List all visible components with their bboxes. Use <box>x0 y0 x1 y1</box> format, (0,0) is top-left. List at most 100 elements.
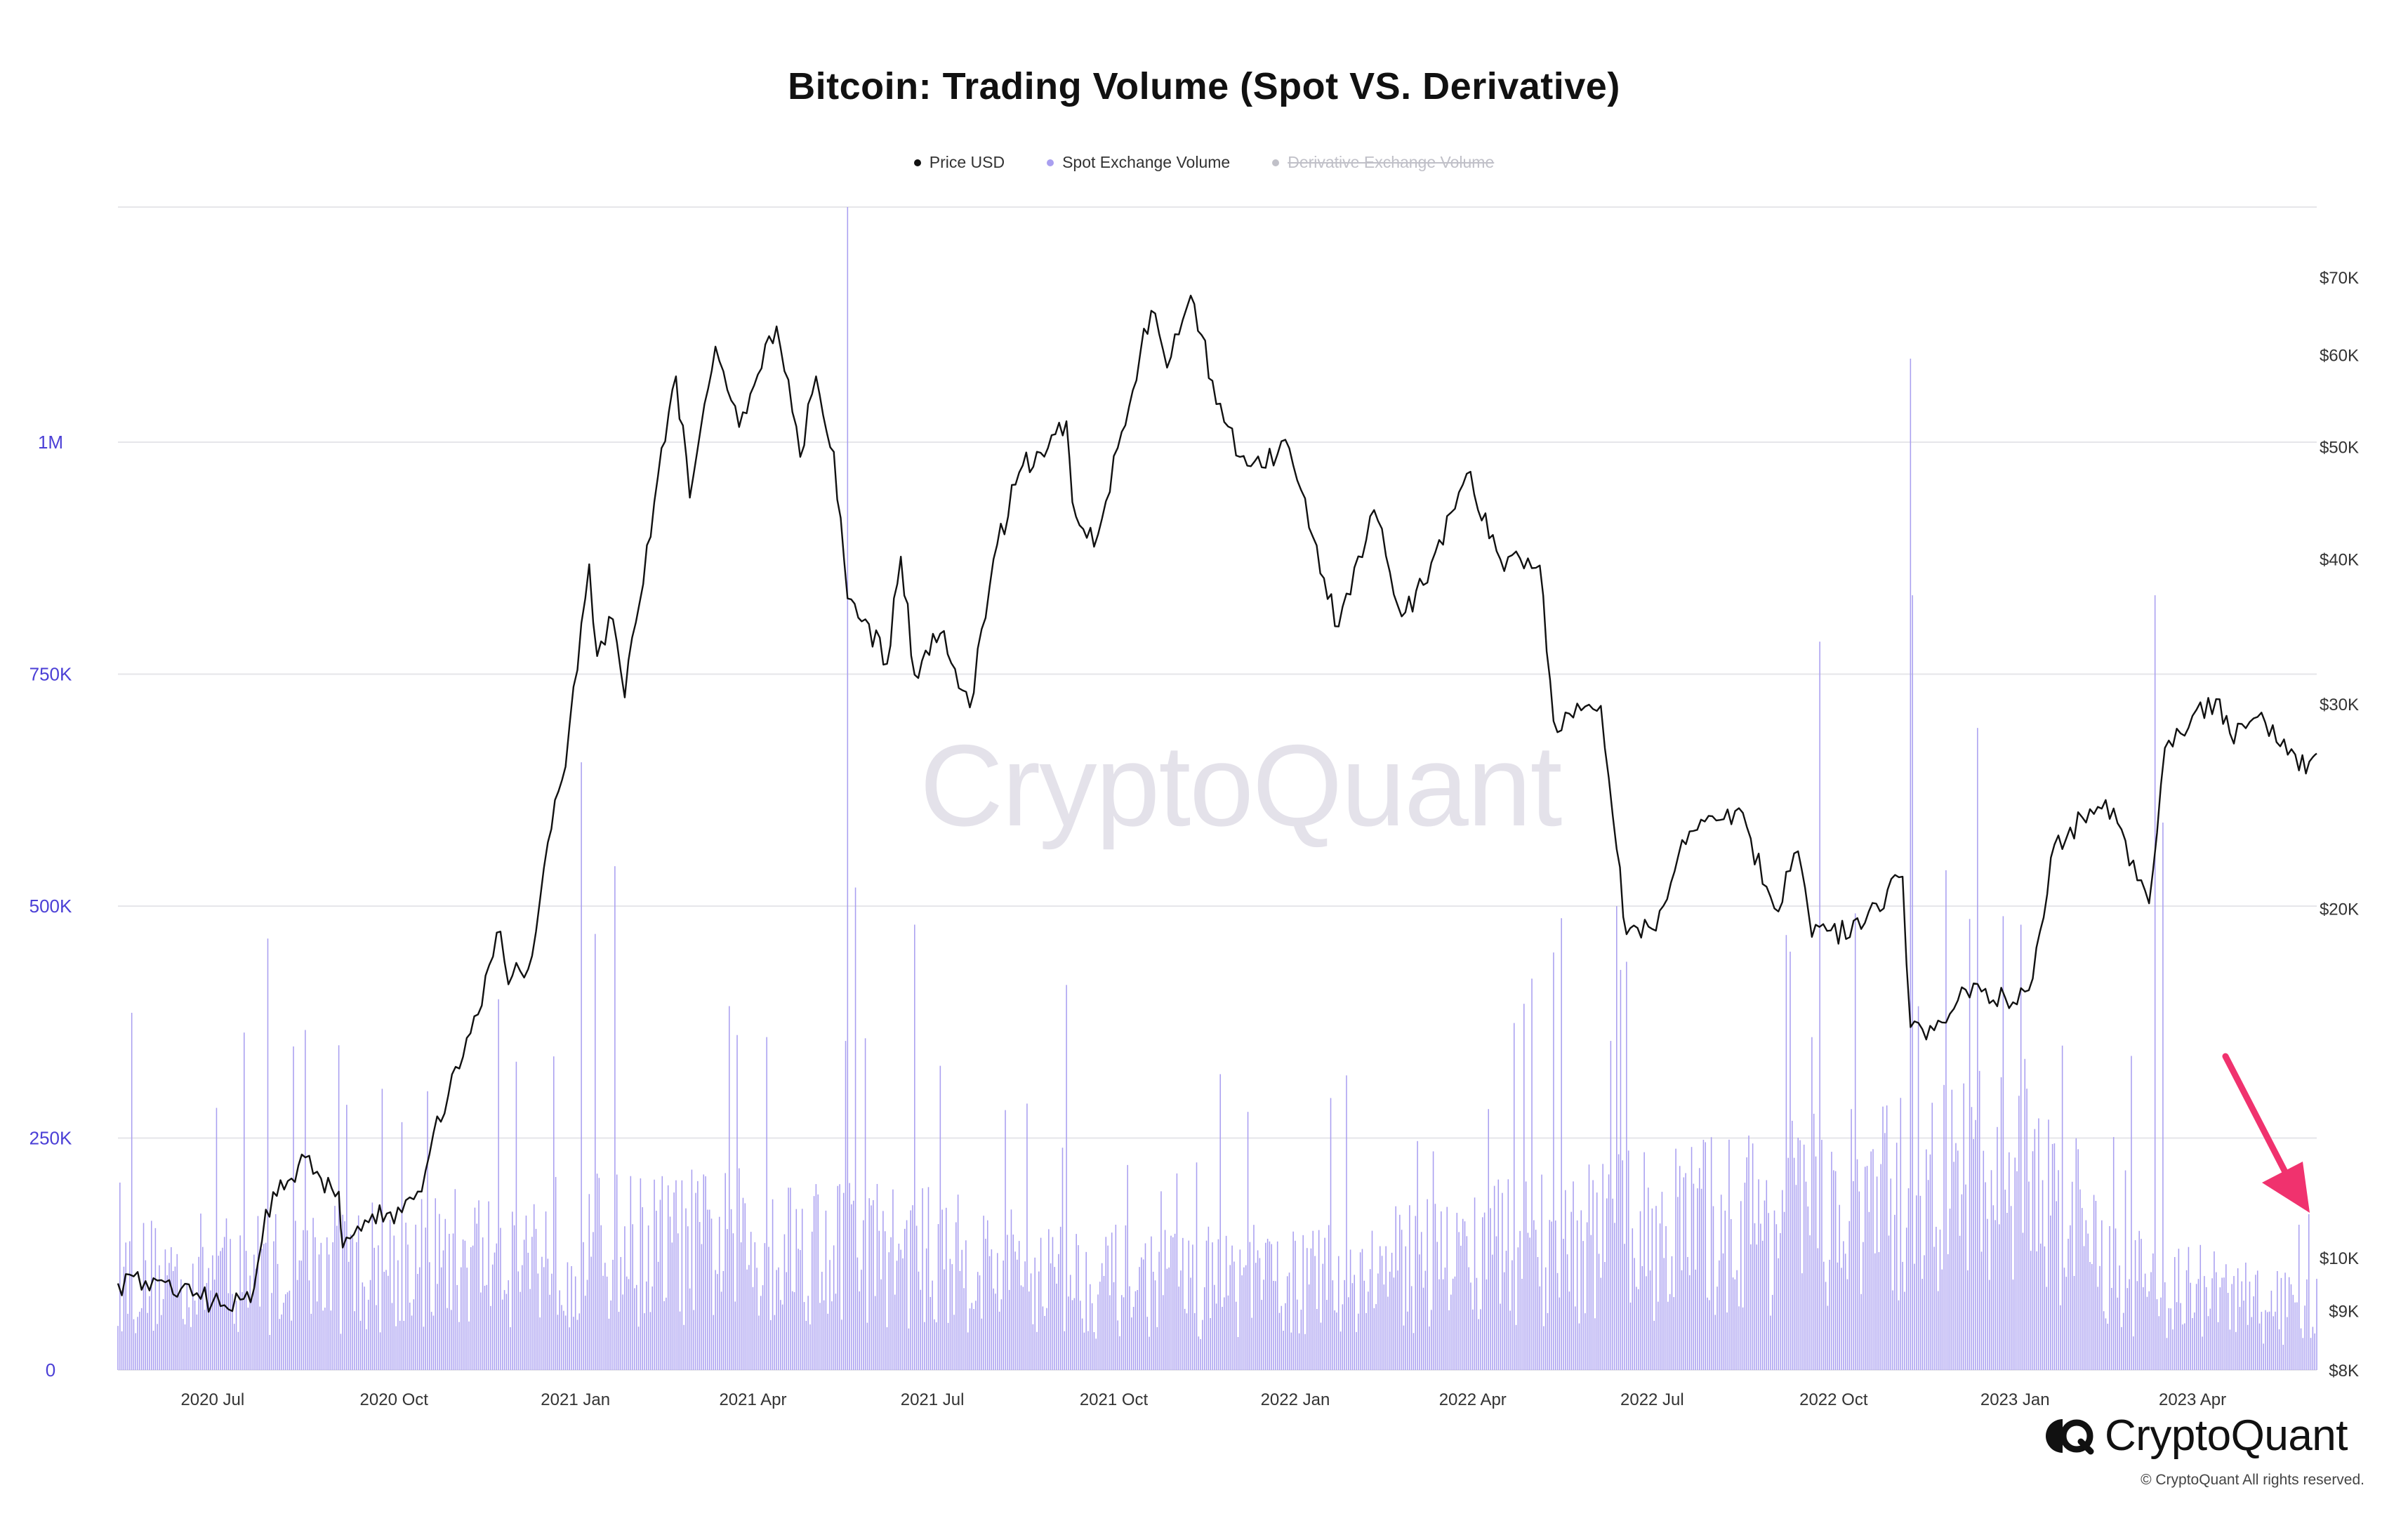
volume-bar <box>908 1328 910 1370</box>
volume-bar <box>2180 1303 2181 1370</box>
legend-item-derivative-volume[interactable]: Derivative Exchange Volume <box>1272 153 1494 172</box>
volume-bar <box>979 1275 981 1370</box>
volume-bar <box>1618 1154 1620 1370</box>
volume-bar <box>1061 1148 1064 1370</box>
volume-bar <box>1227 1295 1229 1370</box>
left-axis-tick-label: 500K <box>29 896 72 917</box>
legend-item-spot-volume[interactable]: Spot Exchange Volume <box>1047 153 1230 172</box>
volume-bar <box>1442 1279 1444 1370</box>
volume-bar <box>1785 935 1787 1370</box>
left-axis-tick-label: 250K <box>29 1128 72 1149</box>
legend-dot-spot-volume <box>1047 159 1054 166</box>
volume-bar <box>332 1242 333 1370</box>
volume-bar <box>1775 1224 1778 1370</box>
volume-bar <box>1097 1294 1099 1370</box>
volume-bar <box>2081 1208 2083 1370</box>
chart-title: Bitcoin: Trading Volume (Spot VS. Deriva… <box>788 65 1620 107</box>
volume-bar <box>1389 1271 1391 1370</box>
volume-bar <box>1446 1206 1448 1370</box>
volume-bar <box>842 1192 845 1370</box>
volume-bar <box>119 1182 121 1370</box>
volume-bar <box>1266 1238 1269 1370</box>
volume-bar <box>1795 1185 1797 1370</box>
volume-bar <box>1730 1219 1732 1370</box>
volume-bar <box>269 1335 271 1370</box>
volume-bar <box>1612 1198 1613 1370</box>
volume-bar <box>618 1312 620 1370</box>
volume-bar <box>383 1272 385 1370</box>
volume-bar <box>1466 1236 1468 1370</box>
volume-bar <box>925 1248 927 1370</box>
volume-bar <box>1988 1279 1990 1370</box>
volume-bar <box>1858 1191 1860 1370</box>
volume-bar <box>673 1192 675 1370</box>
cryptoquant-logo[interactable]: CryptoQuant <box>2042 1411 2348 1461</box>
volume-bar <box>1200 1338 1201 1370</box>
volume-bar <box>586 1279 588 1370</box>
volume-bar <box>460 1267 462 1370</box>
volume-bar <box>336 1225 338 1370</box>
volume-bar <box>1787 1157 1789 1370</box>
volume-bar <box>776 1270 777 1370</box>
volume-bar <box>1929 1154 1931 1370</box>
volume-bar <box>1821 1140 1822 1370</box>
volume-bar <box>1688 1275 1691 1370</box>
volume-bar <box>1551 1221 1552 1370</box>
volume-bar <box>2087 1233 2089 1370</box>
volume-bar <box>2217 1322 2219 1370</box>
volume-bar <box>1936 1226 1937 1370</box>
volume-bar <box>210 1290 211 1370</box>
volume-bar <box>271 1293 272 1370</box>
volume-bar <box>1539 1286 1541 1370</box>
volume-bar <box>2099 1265 2101 1370</box>
volume-bar <box>1403 1325 1405 1370</box>
volume-bar <box>1738 1306 1740 1370</box>
volume-bar <box>1511 1260 1513 1370</box>
volume-bar <box>1985 1182 1986 1370</box>
volume-bar <box>2070 1225 2071 1370</box>
volume-bar <box>2152 1253 2154 1370</box>
right-axis-tick-label: $40K <box>2320 551 2359 570</box>
volume-bar <box>2270 1290 2273 1370</box>
volume-bar <box>427 1091 428 1370</box>
volume-bar <box>1253 1225 1255 1370</box>
volume-bar <box>1965 1184 1966 1370</box>
volume-bar <box>466 1268 468 1370</box>
volume-bar <box>1241 1275 1243 1370</box>
legend-item-price[interactable]: Price USD <box>913 153 1005 172</box>
volume-bar <box>440 1267 442 1370</box>
volume-bar <box>449 1233 450 1370</box>
volume-bar <box>1667 1301 1669 1370</box>
volume-bar <box>432 1315 435 1370</box>
volume-bar <box>265 1242 267 1370</box>
volume-bar <box>1160 1191 1162 1370</box>
volume-bar <box>513 1225 515 1370</box>
volume-bar <box>1746 1157 1747 1370</box>
volume-bar <box>725 1173 726 1370</box>
volume-bar <box>385 1270 387 1370</box>
volume-bar <box>932 1280 933 1370</box>
volume-bar <box>620 1256 622 1370</box>
volume-bar <box>1427 1199 1428 1370</box>
volume-bar <box>152 1330 154 1370</box>
volume-bar <box>247 1308 249 1370</box>
volume-bar <box>1953 1162 1954 1370</box>
volume-bar <box>520 1291 521 1370</box>
volume-bar <box>1492 1254 1493 1370</box>
volume-bar <box>1537 1257 1539 1370</box>
volume-bar <box>315 1237 316 1370</box>
volume-bar <box>1582 1241 1584 1370</box>
volume-bar <box>296 1279 298 1370</box>
volume-bar <box>997 1253 998 1370</box>
volume-bar <box>1912 595 1913 1370</box>
volume-bar <box>2002 916 2004 1370</box>
volume-bar <box>188 1307 190 1370</box>
volume-bar <box>578 1313 581 1370</box>
volume-bar <box>1651 1208 1653 1370</box>
volume-bar <box>2103 1311 2105 1370</box>
volume-bar <box>1914 1263 1915 1370</box>
volume-bar <box>988 1256 991 1370</box>
volume-bar <box>608 1318 610 1370</box>
volume-bar <box>1217 1239 1219 1370</box>
volume-bar <box>1624 1244 1625 1370</box>
